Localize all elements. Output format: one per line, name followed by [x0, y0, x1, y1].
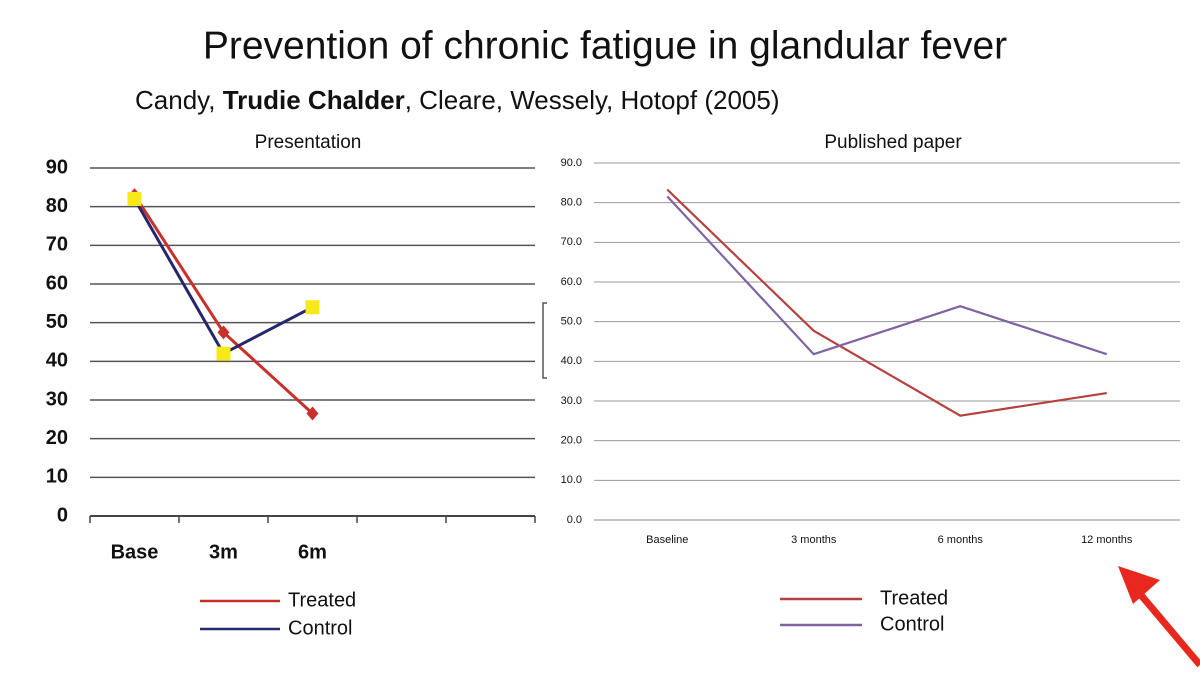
y-tick-label: 30 — [46, 388, 68, 410]
subtitle-part: Trudie Chalder — [223, 85, 405, 115]
y-tick-label: 80 — [46, 195, 68, 217]
subtitle-part: , Cleare, Wessely, Hotopf (2005) — [405, 85, 780, 115]
subtitle-part: Candy, — [135, 85, 223, 115]
legend-label: Control — [288, 617, 352, 639]
y-tick-label: 30.0 — [561, 395, 582, 407]
y-tick-label: 60.0 — [561, 276, 582, 288]
y-tick-label: 70.0 — [561, 236, 582, 248]
y-tick-label: 10 — [46, 466, 68, 488]
slide-subtitle: Candy, Trudie Chalder, Cleare, Wessely, … — [135, 85, 780, 115]
chart-title: Published paper — [824, 132, 962, 153]
y-tick-label: 90.0 — [561, 157, 582, 169]
x-tick-label: 3 months — [791, 534, 837, 546]
y-tick-label: 0 — [57, 504, 68, 526]
y-tick-label: 20 — [46, 427, 68, 449]
y-tick-label: 0.0 — [567, 514, 582, 526]
y-tick-label: 80.0 — [561, 197, 582, 209]
bracket — [542, 302, 547, 379]
y-tick-label: 40 — [46, 350, 68, 372]
legend-label: Treated — [880, 587, 948, 609]
x-tick-label: Baseline — [646, 534, 688, 546]
legend-label: Control — [880, 613, 944, 635]
marker — [216, 346, 231, 361]
legend-label: Treated — [288, 589, 356, 611]
x-tick-label: 3m — [209, 541, 238, 563]
y-tick-label: 70 — [46, 234, 68, 256]
marker — [305, 300, 320, 315]
x-tick-label: 12 months — [1081, 534, 1133, 546]
chart-title: Presentation — [255, 132, 362, 153]
y-tick-label: 50.0 — [561, 316, 582, 328]
arrow-shaft — [1132, 585, 1200, 668]
x-tick-label: 6 months — [938, 534, 984, 546]
series-line — [666, 195, 1108, 356]
x-tick-label: 6m — [298, 541, 327, 563]
slide-title: Prevention of chronic fatigue in glandul… — [203, 24, 1007, 67]
y-tick-label: 50 — [46, 311, 68, 333]
marker — [306, 406, 319, 421]
y-tick-label: 60 — [46, 272, 68, 294]
arrow-head — [1118, 566, 1160, 604]
marker — [127, 191, 142, 206]
y-tick-label: 40.0 — [561, 355, 582, 367]
y-tick-label: 20.0 — [561, 435, 582, 447]
series-line — [666, 188, 1107, 417]
y-tick-label: 90 — [46, 156, 68, 178]
y-tick-label: 10.0 — [561, 474, 582, 486]
x-tick-label: Base — [111, 541, 159, 563]
marker — [217, 325, 230, 340]
